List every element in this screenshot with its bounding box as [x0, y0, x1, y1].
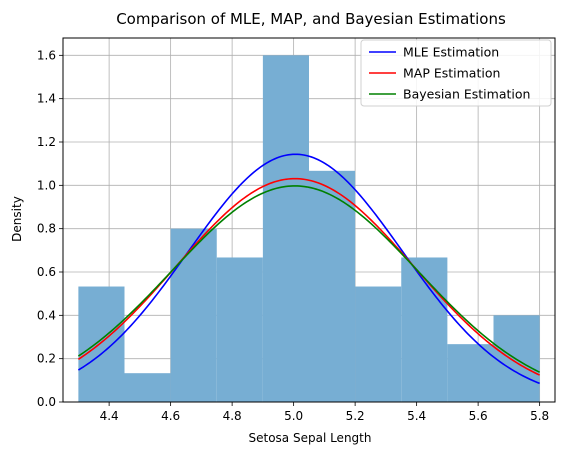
x-axis-label: Setosa Sepal Length: [249, 431, 372, 445]
chart-title: Comparison of MLE, MAP, and Bayesian Est…: [116, 10, 506, 28]
y-tick-label: 1.4: [37, 92, 56, 106]
y-tick-label: 1.6: [37, 48, 56, 62]
histogram-bars: [78, 55, 540, 402]
histogram-bar: [216, 257, 263, 402]
x-tick-label: 5.4: [407, 409, 426, 423]
x-tick-label: 5.2: [346, 409, 365, 423]
series-line-bayesian: [77, 185, 540, 373]
x-tick-label: 5.8: [530, 409, 549, 423]
x-tick-label: 4.4: [100, 409, 119, 423]
y-tick-label: 0.2: [37, 352, 56, 366]
y-tick-label: 0.6: [37, 265, 56, 279]
legend-box: [360, 39, 552, 107]
series-line-mle: [77, 153, 540, 385]
histogram-bar: [309, 170, 356, 402]
axis-ticks: 4.4 4.6 4.8 5.0 5.2 5.4 5.6 5.8 0.0 0.2 0.4 0.6 0.8 1…: [37, 48, 549, 423]
y-tick-label: 1.0: [37, 178, 56, 192]
legend-label: MLE Estimation: [403, 45, 499, 60]
histogram-bar: [262, 55, 309, 402]
histogram-bar: [355, 286, 402, 402]
y-axis-label: Density: [10, 196, 24, 242]
y-tick-label: 0.8: [37, 222, 56, 236]
plot-frame: [62, 37, 556, 403]
histogram-bar: [170, 228, 217, 402]
legend-label: MAP Estimation: [403, 66, 500, 81]
histogram-bar: [78, 286, 125, 402]
histogram-bar: [124, 373, 171, 402]
x-tick-label: 5.6: [469, 409, 488, 423]
x-tick-label: 4.6: [161, 409, 180, 423]
y-tick-label: 0.4: [37, 308, 56, 322]
y-tick-label: 1.2: [37, 135, 56, 149]
x-tick-label: 4.8: [223, 409, 242, 423]
histogram-bar: [447, 344, 494, 402]
legend: MLE Estimation MAP Estimation Bayesian Est…: [360, 39, 552, 107]
series-line-map: [77, 177, 540, 376]
y-tick-label: 0.0: [37, 395, 56, 409]
series-lines: [77, 153, 540, 385]
x-tick-label: 5.0: [284, 409, 303, 423]
legend-label: Bayesian Estimation: [403, 87, 530, 102]
